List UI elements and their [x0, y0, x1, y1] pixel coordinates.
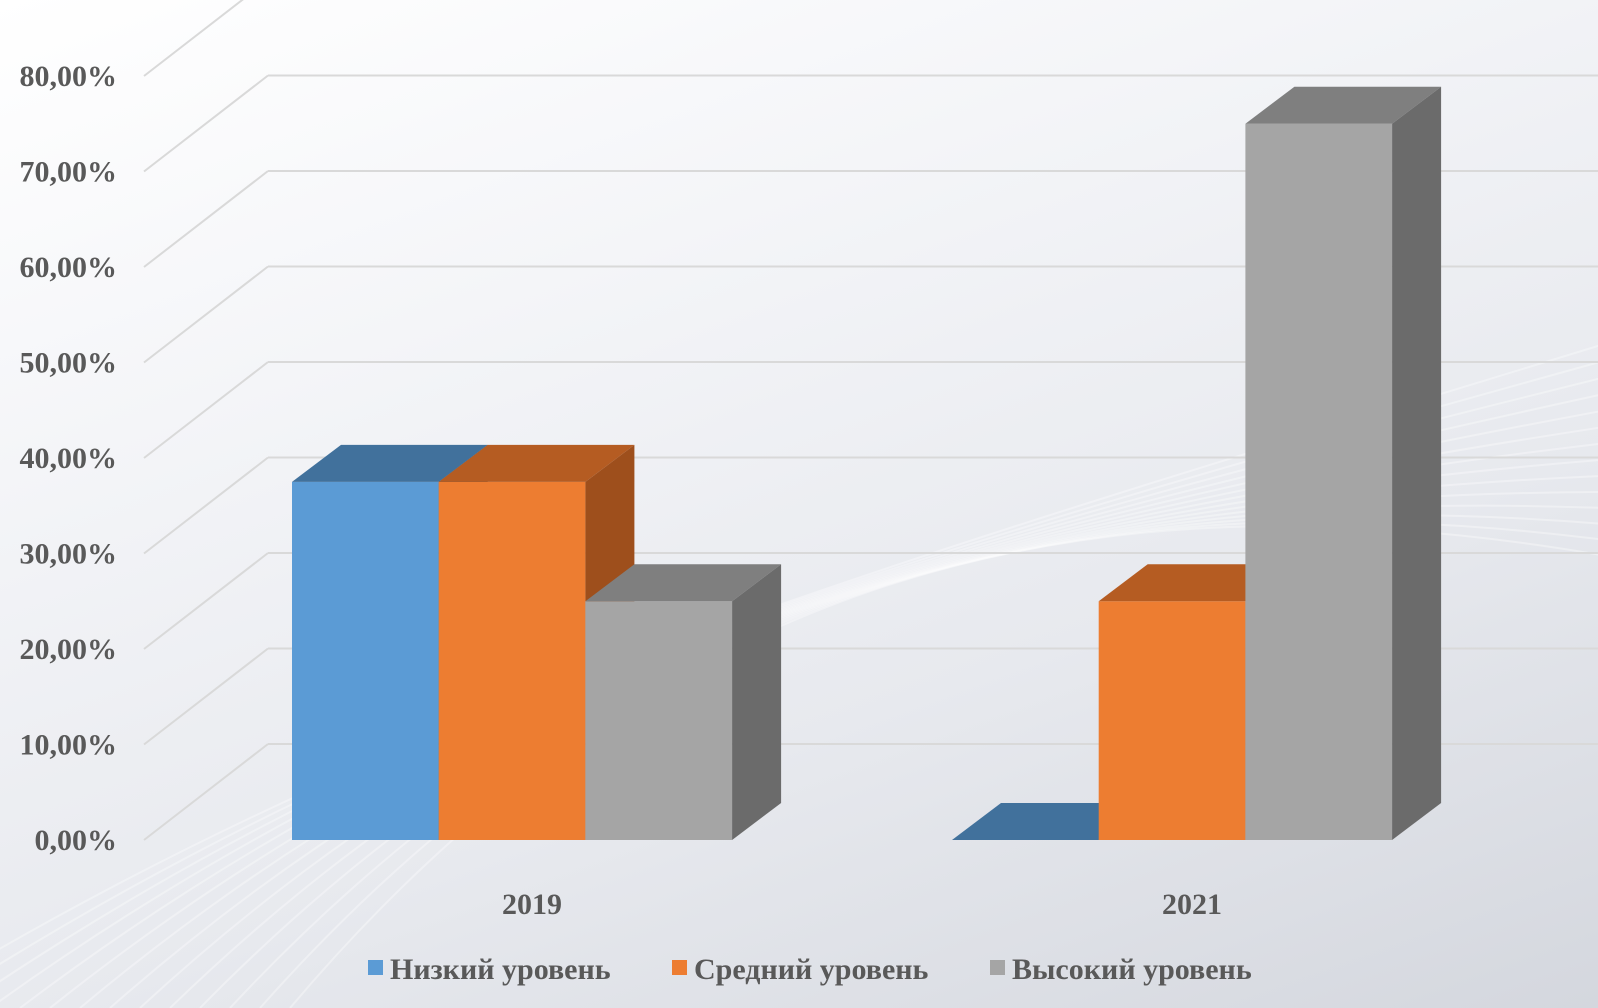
legend-swatch — [990, 960, 1005, 975]
gridline-side — [143, 552, 269, 650]
y-tick-label: 50,00% — [20, 347, 118, 380]
gridline-side — [143, 647, 269, 746]
bar-side — [1392, 86, 1442, 840]
y-tick-label: 80,00% — [20, 60, 118, 93]
legend: Низкий уровень Средний уровень Высокий уро… — [368, 953, 1252, 986]
gridline-side — [143, 265, 269, 364]
y-tick-label: 70,00% — [20, 156, 118, 189]
bar-front — [292, 481, 439, 840]
legend-label: Средний уровень — [694, 953, 929, 986]
bar-front — [585, 601, 733, 840]
bar-front — [1245, 123, 1393, 840]
x-category-label: 2021 — [1162, 888, 1222, 921]
legend-label: Низкий уровень — [390, 953, 611, 986]
gridline-side — [143, 743, 269, 841]
bar-top — [438, 444, 635, 482]
y-tick-label: 40,00% — [20, 442, 118, 475]
bar-front — [1098, 601, 1246, 840]
legend-label: Высокий уровень — [1012, 953, 1252, 986]
y-axis-ticks: 0,00% 10,00% 20,00% 30,00% 40,00% 50,00% 60,00… — [20, 60, 118, 857]
bar — [1245, 86, 1442, 840]
bar-top — [1245, 86, 1442, 124]
bar-front — [438, 481, 586, 840]
gridline-side — [143, 456, 269, 555]
gridline-side — [143, 0, 244, 77]
gridline-side — [143, 74, 269, 173]
legend-swatch — [368, 960, 383, 975]
y-tick-label: 0,00% — [35, 824, 118, 857]
x-category-label: 2019 — [502, 888, 562, 921]
y-tick-label: 30,00% — [20, 538, 118, 571]
gridline-side — [143, 361, 269, 459]
y-tick-label: 20,00% — [20, 633, 118, 666]
bar — [585, 564, 782, 840]
x-axis-categories: 2019 2021 — [502, 888, 1222, 921]
legend-swatch — [672, 960, 687, 975]
y-tick-label: 60,00% — [20, 251, 118, 284]
bars — [292, 86, 1442, 840]
bar-side — [732, 564, 782, 840]
gridline-side — [143, 170, 269, 268]
bar — [438, 444, 635, 840]
bar-top — [585, 564, 782, 602]
y-tick-label: 10,00% — [20, 729, 118, 762]
bar-top — [292, 444, 488, 482]
